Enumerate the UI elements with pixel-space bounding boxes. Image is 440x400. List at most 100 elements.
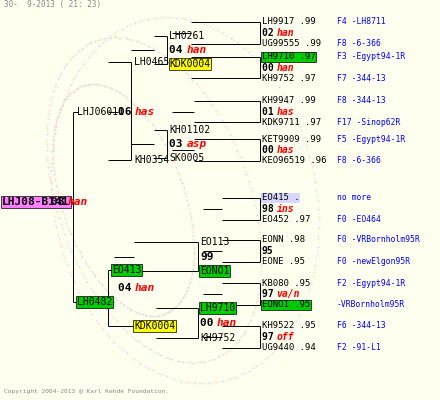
Point <box>167 56 174 63</box>
Point <box>74 245 81 251</box>
Point <box>243 325 250 332</box>
Point <box>109 31 116 38</box>
Point <box>253 299 260 306</box>
Point <box>248 188 255 194</box>
Point <box>125 305 132 311</box>
Point <box>69 88 76 95</box>
Point <box>95 42 103 49</box>
Point <box>46 104 53 110</box>
Point <box>312 179 319 185</box>
Point <box>151 46 158 52</box>
Text: 08: 08 <box>51 197 71 207</box>
Point <box>114 88 121 95</box>
Point <box>310 171 317 178</box>
Point <box>176 15 183 21</box>
Point <box>250 309 257 316</box>
Point <box>229 343 236 350</box>
Point <box>267 72 274 79</box>
Point <box>105 84 112 90</box>
Point <box>258 62 265 68</box>
Point <box>50 129 57 136</box>
Text: 98: 98 <box>262 204 279 214</box>
Point <box>135 310 142 316</box>
Point <box>98 82 105 88</box>
Point <box>44 154 51 160</box>
Point <box>60 212 67 218</box>
Point <box>252 363 259 370</box>
Point <box>137 310 144 317</box>
Point <box>150 123 157 130</box>
Point <box>180 68 187 74</box>
Text: LH0482: LH0482 <box>77 297 112 307</box>
Point <box>50 194 57 200</box>
Point <box>104 288 111 295</box>
Point <box>48 186 55 192</box>
Point <box>168 307 175 314</box>
Point <box>57 72 64 78</box>
Point <box>160 139 167 146</box>
Point <box>176 300 183 306</box>
Point <box>51 127 58 134</box>
Point <box>179 180 186 187</box>
Point <box>64 60 71 66</box>
Point <box>48 156 55 162</box>
Text: F0 -newElgon95R: F0 -newElgon95R <box>337 258 410 266</box>
Point <box>87 81 94 88</box>
Point <box>172 376 179 382</box>
Point <box>248 314 255 320</box>
Point <box>95 320 102 326</box>
Point <box>60 99 67 106</box>
Point <box>52 180 59 187</box>
Point <box>51 86 58 92</box>
Point <box>162 53 169 60</box>
Point <box>315 240 322 246</box>
Point <box>81 258 88 264</box>
Point <box>213 108 220 114</box>
Point <box>50 164 57 170</box>
Point <box>54 188 61 194</box>
Point <box>264 354 271 360</box>
Point <box>65 224 72 230</box>
Point <box>257 238 264 245</box>
Point <box>76 66 83 73</box>
Point <box>62 234 70 241</box>
Point <box>170 306 177 312</box>
Point <box>253 212 260 218</box>
Point <box>154 129 161 135</box>
Point <box>154 312 161 319</box>
Point <box>189 267 196 274</box>
Point <box>241 45 248 51</box>
Point <box>248 52 255 58</box>
Point <box>48 96 55 102</box>
Point <box>171 305 178 311</box>
Point <box>90 38 97 45</box>
Point <box>142 343 149 349</box>
Point <box>141 363 148 369</box>
Point <box>133 336 140 343</box>
Point <box>238 158 245 164</box>
Point <box>258 255 265 261</box>
Point <box>60 228 67 234</box>
Point <box>134 104 141 111</box>
Point <box>158 371 165 378</box>
Point <box>183 197 191 204</box>
Point <box>93 37 100 44</box>
Text: F17 -Sinop62R: F17 -Sinop62R <box>337 118 400 127</box>
Point <box>234 338 241 345</box>
Point <box>311 266 318 272</box>
Text: F2 -91-L1: F2 -91-L1 <box>337 343 381 352</box>
Point <box>55 110 62 116</box>
Point <box>56 218 63 224</box>
Point <box>91 290 98 297</box>
Text: EONO1: EONO1 <box>200 266 230 276</box>
Point <box>49 205 56 212</box>
Point <box>51 83 59 90</box>
Point <box>110 87 117 93</box>
Point <box>85 264 92 270</box>
Point <box>183 378 190 385</box>
Point <box>59 67 66 74</box>
Point <box>65 86 72 93</box>
Point <box>172 304 179 310</box>
Point <box>62 61 70 68</box>
Point <box>226 346 233 352</box>
